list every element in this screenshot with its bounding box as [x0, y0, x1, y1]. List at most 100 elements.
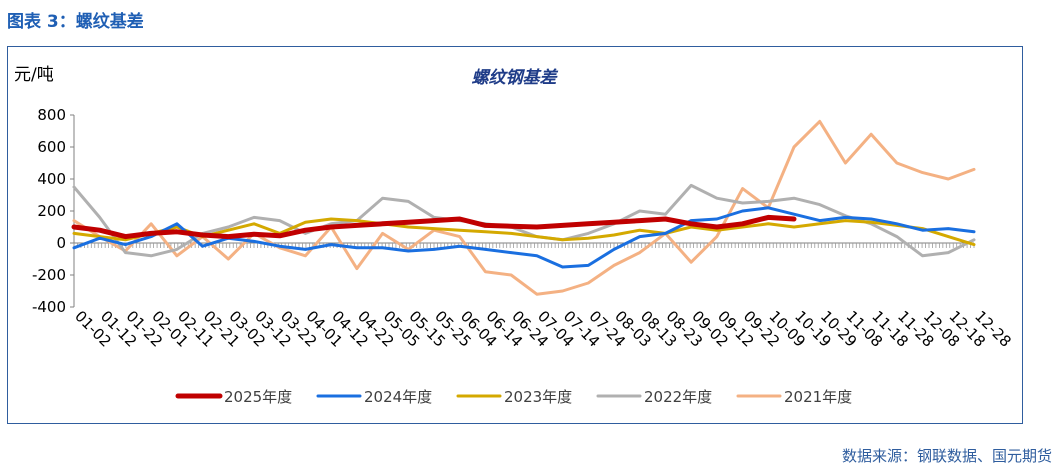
data-point	[587, 222, 590, 225]
y-tick-label: -200	[32, 266, 66, 284]
data-point	[715, 235, 719, 238]
data-point	[741, 201, 744, 205]
data-point	[252, 222, 256, 225]
data-point	[535, 254, 539, 257]
data-source-note: 数据来源：钢联数据、国元期货	[841, 447, 1052, 465]
data-point	[741, 222, 744, 225]
chart-title: 螺纹钢基差	[472, 68, 559, 88]
data-point	[484, 224, 487, 227]
data-point	[792, 225, 796, 229]
data-point	[509, 251, 513, 254]
y-tick-label: 800	[37, 106, 66, 124]
data-point	[638, 219, 641, 222]
data-point	[227, 229, 230, 232]
data-point	[227, 225, 230, 229]
data-point	[355, 267, 359, 270]
data-point	[792, 213, 796, 216]
data-point	[869, 221, 873, 224]
legend-label: 2025年度	[224, 388, 292, 406]
data-point	[689, 261, 693, 264]
data-point	[227, 257, 230, 261]
data-point	[689, 222, 693, 225]
data-point	[767, 206, 770, 209]
data-point	[587, 281, 590, 285]
data-point	[612, 221, 616, 224]
data-point	[98, 216, 101, 219]
data-point	[921, 254, 924, 257]
data-point	[792, 197, 796, 200]
data-point	[818, 120, 821, 123]
data-point	[432, 227, 436, 230]
data-point	[329, 217, 333, 221]
data-point	[664, 232, 667, 235]
data-point	[381, 232, 384, 235]
data-point	[278, 245, 281, 248]
data-point	[715, 225, 719, 229]
data-point	[175, 248, 179, 251]
data-point	[329, 222, 333, 225]
data-point	[149, 235, 153, 238]
data-point	[844, 219, 847, 222]
data-point	[535, 225, 539, 229]
data-point	[304, 248, 307, 251]
data-point	[355, 246, 359, 249]
data-point	[407, 249, 410, 253]
data-point	[767, 222, 770, 225]
legend: 2025年度 2024年度 2023年度 2022年度 2021年度	[175, 388, 852, 406]
data-point	[72, 219, 76, 222]
data-point	[947, 177, 950, 181]
data-point	[972, 168, 976, 171]
data-point	[252, 233, 256, 236]
data-point	[947, 235, 950, 238]
data-point	[458, 229, 461, 232]
data-point	[149, 232, 153, 235]
data-point	[175, 254, 179, 257]
series-line-2021年度	[72, 119, 976, 296]
data-point	[175, 225, 179, 229]
data-point	[638, 229, 641, 232]
data-point	[72, 232, 76, 235]
data-point	[98, 237, 101, 240]
data-point	[458, 235, 461, 238]
data-point	[921, 171, 924, 174]
legend-label: 2022年度	[644, 388, 712, 406]
data-point	[355, 219, 359, 222]
series-layer	[71, 119, 976, 296]
data-point	[227, 235, 230, 238]
legend-label: 2023年度	[504, 388, 572, 406]
data-point	[844, 161, 847, 165]
data-point	[381, 197, 384, 200]
data-point	[535, 293, 539, 296]
data-point	[587, 232, 590, 235]
data-point	[432, 219, 436, 222]
data-point	[124, 243, 127, 246]
data-point	[869, 133, 873, 136]
series-line-2023年度	[72, 217, 976, 247]
data-point	[715, 217, 719, 221]
series-line-2022年度	[72, 183, 976, 258]
data-point	[304, 254, 307, 257]
basis-line-chart: 螺纹钢基差 元/吨 -400-200020040060080001-0201-1…	[14, 65, 1015, 406]
data-point	[972, 238, 976, 241]
data-point	[175, 222, 179, 225]
data-point	[252, 216, 256, 219]
data-point	[767, 200, 770, 203]
data-point	[304, 229, 307, 232]
data-point	[535, 235, 539, 238]
data-point	[561, 289, 564, 293]
data-point	[432, 248, 436, 251]
series-line-2024年度	[72, 206, 976, 269]
data-point	[638, 235, 641, 238]
data-point	[407, 221, 410, 224]
data-point	[741, 187, 744, 190]
data-point	[252, 240, 256, 243]
data-point	[587, 237, 590, 240]
data-point	[72, 246, 76, 249]
data-point	[561, 265, 564, 269]
data-point	[818, 222, 821, 225]
data-point	[201, 245, 204, 248]
data-point	[484, 230, 487, 233]
data-point	[895, 161, 899, 165]
data-point	[612, 248, 616, 251]
data-point	[175, 230, 179, 233]
